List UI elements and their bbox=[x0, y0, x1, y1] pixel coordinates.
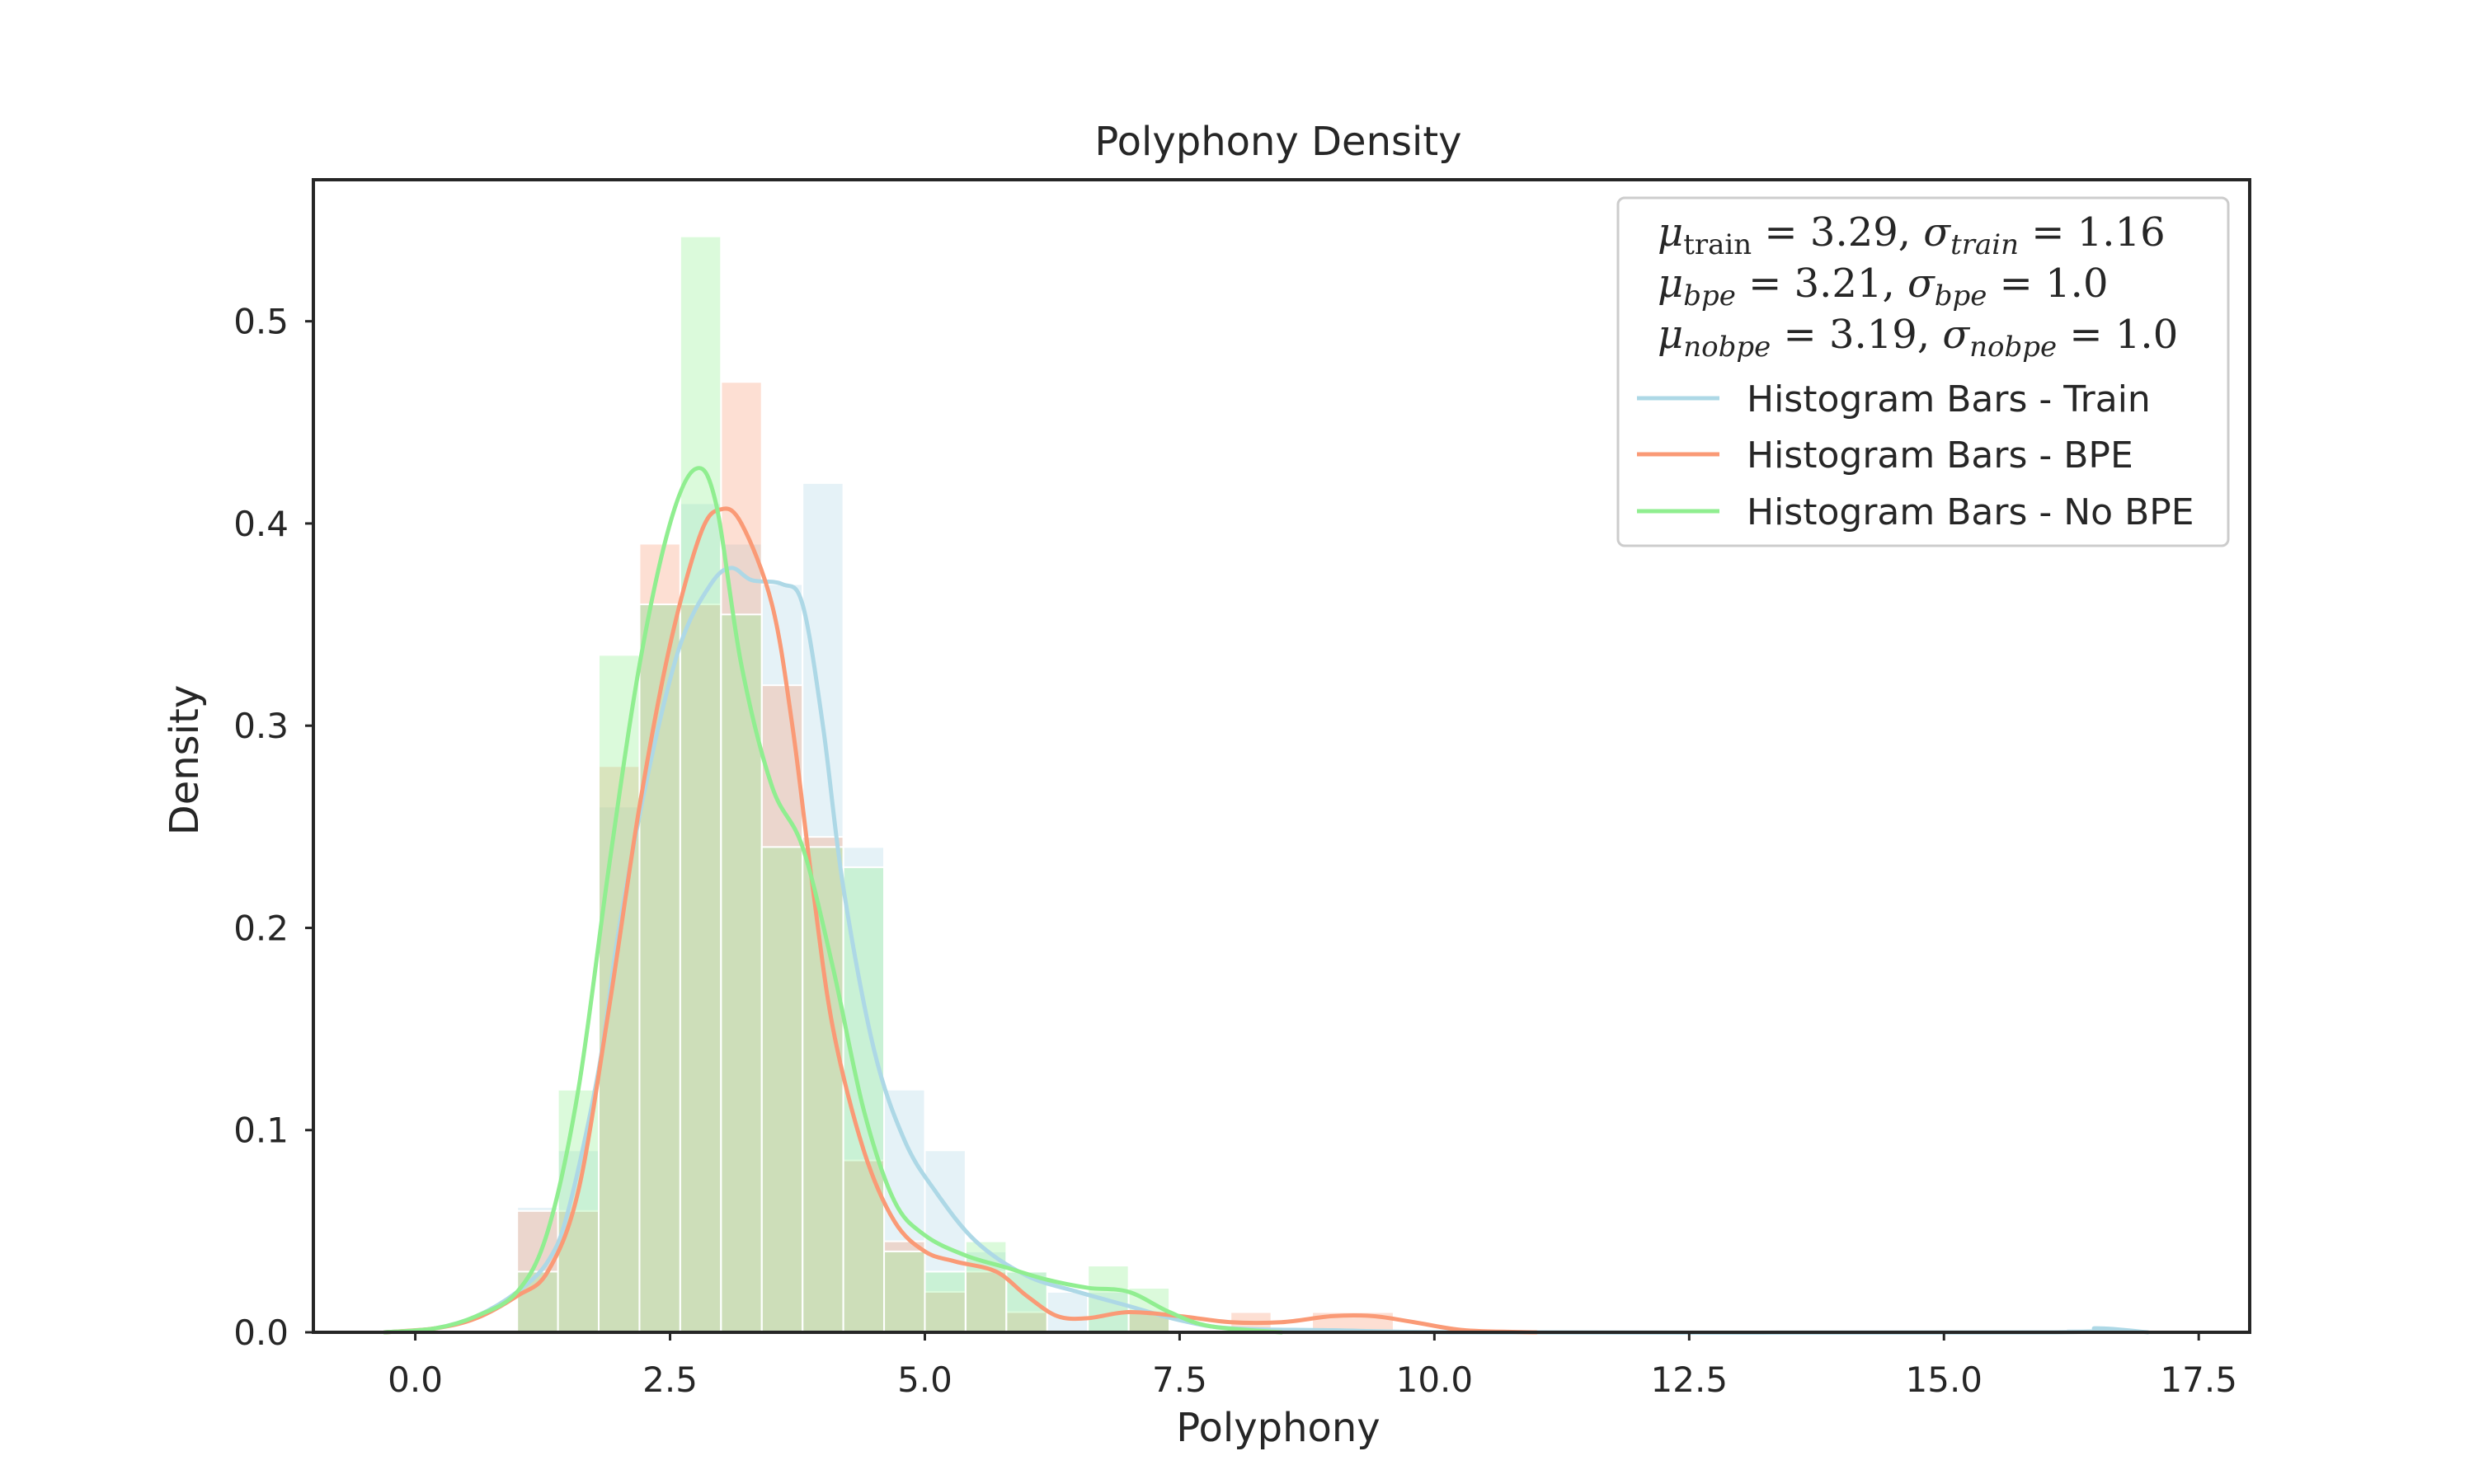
kde-line bbox=[383, 506, 1539, 1335]
x-tick-label: 15.0 bbox=[1906, 1360, 1983, 1400]
x-tick-label: 5.0 bbox=[897, 1360, 952, 1400]
histogram-bar bbox=[924, 1270, 967, 1333]
x-tick-label: 7.5 bbox=[1152, 1360, 1207, 1400]
plot-frame bbox=[312, 178, 2251, 1334]
stat-line: μnobpe = 3.19, σnobpe = 1.0 bbox=[1658, 312, 2178, 364]
legend-label: Histogram Bars - No BPE bbox=[1747, 491, 2194, 533]
y-axis-ticks: 0.0 0.1 0.2 0.3 0.4 0.5 bbox=[233, 302, 313, 1353]
legend-entries: Histogram Bars - Train Histogram Bars - B… bbox=[1637, 378, 2194, 533]
x-axis-ticks: 0.0 2.5 5.0 7.5 10.0 12.5 15.0 17.5 bbox=[388, 1332, 2237, 1400]
chart-title: Polyphony Density bbox=[1094, 119, 1461, 165]
histogram-bar bbox=[964, 1270, 1008, 1333]
histogram-bar bbox=[1046, 1290, 1089, 1334]
legend-box bbox=[1616, 196, 2230, 547]
y-tick-label: 0.4 bbox=[233, 504, 289, 544]
histogram-bar bbox=[557, 1088, 600, 1333]
x-tick-label: 0.0 bbox=[388, 1360, 443, 1400]
histogram-bar bbox=[883, 1250, 926, 1334]
histogram-bar bbox=[760, 846, 804, 1333]
y-axis-label: Density bbox=[162, 685, 208, 835]
y-tick-label: 0.1 bbox=[233, 1111, 289, 1151]
y-tick-label: 0.5 bbox=[233, 302, 289, 342]
legend-label: Histogram Bars - BPE bbox=[1747, 434, 2133, 477]
y-tick-label: 0.3 bbox=[233, 706, 289, 746]
legend-label: Histogram Bars - Train bbox=[1747, 378, 2151, 420]
histogram-bar bbox=[598, 654, 641, 1333]
histogram-bar bbox=[720, 381, 763, 1333]
x-tick-label: 10.0 bbox=[1396, 1360, 1474, 1400]
stat-line: μbpe = 3.21, σbpe = 1.0 bbox=[1658, 261, 2108, 312]
stat-line: μtrain = 3.29, σtrain = 1.16 bbox=[1658, 209, 2166, 261]
histogram-bar bbox=[679, 235, 722, 1333]
histogram-bar bbox=[883, 1088, 926, 1333]
histogram-bar bbox=[964, 1240, 1008, 1334]
x-tick-label: 2.5 bbox=[642, 1360, 698, 1400]
y-tick-label: 0.2 bbox=[233, 908, 289, 948]
histogram-bar bbox=[842, 1159, 886, 1334]
histogram-bar bbox=[1005, 1311, 1048, 1333]
kde-line bbox=[383, 466, 1284, 1335]
x-tick-label: 17.5 bbox=[2160, 1360, 2237, 1400]
y-tick-label: 0.0 bbox=[233, 1313, 289, 1353]
x-axis-label: Polyphony bbox=[1176, 1405, 1380, 1451]
x-tick-label: 12.5 bbox=[1651, 1360, 1729, 1400]
